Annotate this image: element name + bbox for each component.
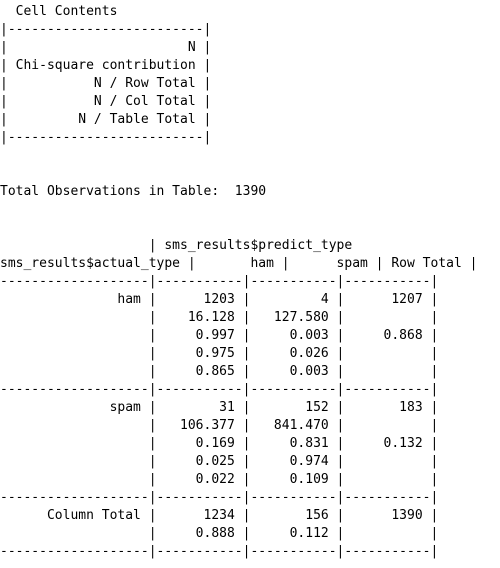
table-separator: -------------------|-----------|--------…	[0, 544, 439, 559]
table-row: | 0.975 | 0.026 | |	[0, 346, 439, 361]
total-observations: Total Observations in Table: 1390	[0, 184, 267, 199]
table-row: | 0.025 | 0.974 | |	[0, 454, 439, 469]
cell-contents-line: | N |	[0, 40, 212, 55]
table-row: | 16.128 | 127.580 | |	[0, 310, 439, 325]
cell-contents-line: | N / Col Total |	[0, 94, 212, 109]
cell-contents-title: Cell Contents	[0, 4, 118, 19]
cell-contents-line: |-------------------------|	[0, 22, 212, 37]
table-row: | 0.888 | 0.112 | |	[0, 526, 439, 541]
table-header-line: sms_results$actual_type | ham | spam | R…	[0, 256, 478, 271]
cell-contents-line: | N / Table Total |	[0, 112, 212, 127]
table-separator: -------------------|-----------|--------…	[0, 274, 439, 289]
table-row: | 0.022 | 0.109 | |	[0, 472, 439, 487]
table-row: Column Total | 1234 | 156 | 1390 |	[0, 508, 439, 523]
cell-contents-line: |-------------------------|	[0, 130, 212, 145]
table-row: | 106.377 | 841.470 | |	[0, 418, 439, 433]
table-row: | 0.169 | 0.831 | 0.132 |	[0, 436, 439, 451]
cell-contents-line: | Chi-square contribution |	[0, 58, 212, 73]
table-row: | 0.865 | 0.003 | |	[0, 364, 439, 379]
table-separator: -------------------|-----------|--------…	[0, 490, 439, 505]
table-row: ham | 1203 | 4 | 1207 |	[0, 292, 439, 307]
table-separator: -------------------|-----------|--------…	[0, 382, 439, 397]
cell-contents-line: | N / Row Total |	[0, 76, 212, 91]
table-header-line: | sms_results$predict_type	[0, 238, 353, 253]
table-row: | 0.997 | 0.003 | 0.868 |	[0, 328, 439, 343]
table-row: spam | 31 | 152 | 183 |	[0, 400, 439, 415]
